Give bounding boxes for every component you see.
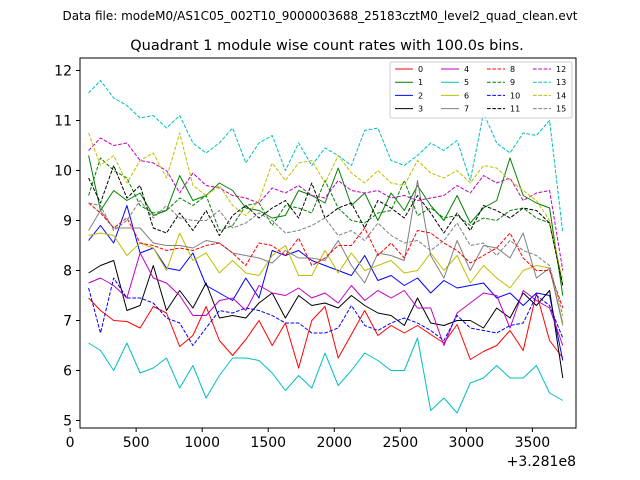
legend-label-8: 8 — [510, 65, 515, 74]
legend-label-14: 14 — [556, 91, 566, 100]
legend-label-5: 5 — [464, 78, 469, 87]
legend-label-11: 11 — [510, 105, 520, 114]
y-tick-label: 12 — [54, 64, 72, 80]
series-line-8 — [88, 202, 564, 309]
legend-label-10: 10 — [510, 91, 520, 100]
plot-frame — [79, 57, 577, 429]
legend-label-13: 13 — [556, 78, 566, 87]
legend-label-4: 4 — [464, 65, 469, 74]
series-line-7 — [88, 180, 564, 326]
y-tick-label: 7 — [63, 314, 72, 330]
y-tick-label: 8 — [63, 264, 72, 280]
legend-label-3: 3 — [418, 105, 423, 114]
legend-label-1: 1 — [418, 78, 423, 87]
legend-label-12: 12 — [556, 65, 566, 74]
x-tick-label: 1000 — [184, 435, 220, 451]
series-line-9 — [88, 157, 564, 286]
legend-label-6: 6 — [464, 91, 469, 100]
series-line-1 — [88, 155, 564, 296]
series-line-3 — [88, 260, 564, 379]
y-tick-label: 5 — [63, 414, 72, 430]
series-line-5 — [88, 337, 564, 414]
y-tick-label: 10 — [54, 164, 72, 180]
series-line-11 — [88, 165, 564, 286]
y-tick-label: 9 — [63, 214, 72, 230]
file-label: Data file: modeM0/AS1C05_002T10_90000036… — [62, 9, 577, 23]
series-layer — [88, 80, 564, 414]
series-line-0 — [88, 292, 564, 369]
series-line-10 — [88, 277, 564, 346]
x-tick-label: 1500 — [250, 435, 286, 451]
x-tick-label: 3000 — [449, 435, 485, 451]
chart-title: Quadrant 1 module wise count rates with … — [130, 38, 524, 54]
series-line-15 — [88, 200, 564, 316]
series-line-12 — [88, 137, 564, 271]
y-tick-label: 11 — [54, 114, 72, 130]
legend-label-9: 9 — [510, 78, 515, 87]
series-line-14 — [88, 132, 564, 281]
legend-label-15: 15 — [556, 105, 566, 114]
legend-label-2: 2 — [418, 91, 423, 100]
legend-label-7: 7 — [464, 105, 469, 114]
x-axis-offset-label: +3.281e8 — [507, 454, 576, 470]
x-tick-label: 2000 — [316, 435, 352, 451]
series-line-6 — [88, 232, 564, 324]
y-tick-label: 6 — [63, 364, 72, 380]
x-tick-label: 0 — [66, 435, 75, 451]
legend-label-0: 0 — [418, 65, 423, 74]
x-tick-label: 2500 — [382, 435, 418, 451]
x-tick-label: 500 — [123, 435, 150, 451]
x-tick-label: 3500 — [515, 435, 551, 451]
series-line-2 — [88, 205, 564, 361]
legend-box — [389, 61, 573, 119]
series-line-4 — [88, 252, 564, 346]
